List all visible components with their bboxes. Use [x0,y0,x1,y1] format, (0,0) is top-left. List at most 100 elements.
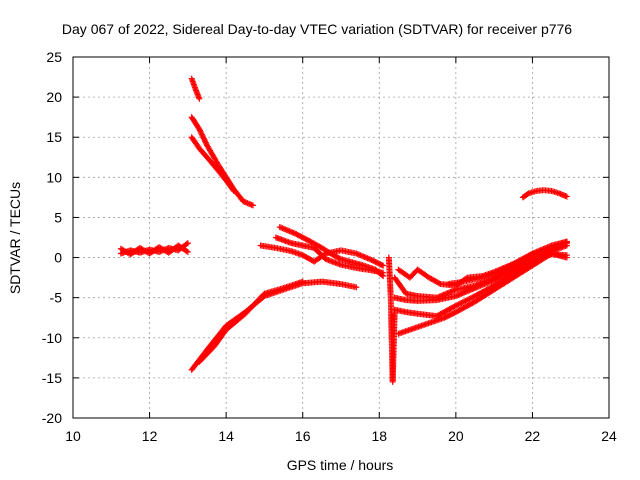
data-point [452,302,459,309]
series-arc-9 [257,242,387,269]
data-point [526,253,533,260]
x-tick-label: 20 [448,428,464,444]
series-arc-6 [188,278,360,373]
data-point [496,267,503,274]
series-arc-15 [395,250,570,337]
data-point [200,135,207,142]
data-point [503,264,510,271]
data-point [458,299,465,306]
data-point [511,260,518,267]
x-tick-label: 22 [525,428,541,444]
data-point [249,202,256,209]
data-point [507,262,514,269]
data-point [465,296,472,303]
data-point [461,298,468,305]
y-tick-label: 20 [46,89,62,105]
y-tick-label: -15 [42,370,62,386]
data-point [196,126,203,133]
data-point [506,263,513,270]
data-point [522,255,529,262]
data-point [467,295,474,302]
data-point [563,254,570,261]
series-arc-5 [188,134,237,194]
data-point [184,248,191,255]
y-axis-label: SDTVAR / TECUs [7,182,23,294]
data-point [510,260,517,267]
data-point [201,136,208,143]
data-point [184,240,191,247]
data-point [353,284,360,291]
y-tick-label: 5 [54,209,62,225]
data-point [380,269,387,276]
data-point [197,128,204,135]
data-point [497,267,504,274]
data-point [451,303,458,310]
axis-ticks: 10 12 14 16 18 20 22 24 25 20 15 10 5 0 -5 -10 -15 -20 [42,49,617,444]
data-point [492,269,499,276]
data-point [198,131,205,138]
data-point [499,266,506,273]
data-point [515,258,522,265]
series-arc-11 [385,254,398,385]
data-point [336,255,343,262]
y-tick-label: 25 [46,49,62,65]
data-point [202,138,209,145]
data-point [455,301,462,308]
data-point [469,294,476,301]
data-point [299,278,306,285]
x-tick-label: 24 [601,428,617,444]
data-point [470,293,477,300]
data-point [491,270,498,277]
data-point [229,186,236,193]
x-tick-label: 10 [65,428,81,444]
data-point [199,132,206,139]
data-point [563,239,570,246]
series-arc-10 [272,234,387,276]
data-point [500,265,507,272]
series-arc-7 [196,278,306,365]
data-point [459,299,466,306]
x-tick-label: 18 [371,428,387,444]
data-point [380,262,387,269]
y-tick-label: -10 [42,330,62,346]
series-arc-4 [188,114,256,209]
data-point [523,254,530,261]
data-point [513,259,520,266]
data-point [183,248,190,255]
data-point [502,265,509,272]
data-point [202,139,209,146]
y-tick-label: 15 [46,129,62,145]
data-points [117,75,570,385]
data-point [463,297,470,304]
data-point [436,280,443,287]
chart-title: Day 067 of 2022, Sidereal Day-to-day VTE… [62,21,572,37]
data-point [493,269,500,276]
data-point [378,261,385,268]
data-point [183,241,190,248]
data-point [196,95,203,102]
y-tick-label: -5 [50,290,63,306]
data-point [528,252,535,259]
data-point [466,295,473,302]
data-point [454,302,461,309]
data-point [518,257,525,264]
data-point [196,127,203,134]
y-tick-label: -20 [42,410,62,426]
data-point [508,261,515,268]
y-tick-label: 10 [46,169,62,185]
y-tick-label: 0 [54,250,62,266]
data-point [495,268,502,275]
data-point [514,259,521,266]
x-axis-label: GPS time / hours [287,457,394,473]
x-tick-label: 14 [218,428,234,444]
x-tick-label: 12 [142,428,158,444]
data-point [200,134,207,141]
series-arc-2 [117,242,191,258]
data-point [456,300,463,307]
data-point [504,263,511,270]
data-point [519,256,526,263]
data-point [525,254,532,261]
data-point [521,255,528,262]
x-tick-label: 16 [295,428,311,444]
